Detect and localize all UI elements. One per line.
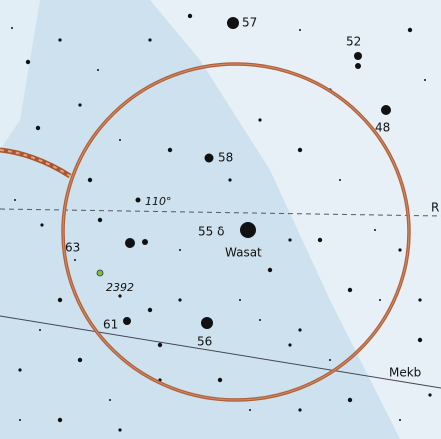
star <box>57 417 63 423</box>
star-label: 56 <box>197 335 212 349</box>
star <box>77 357 83 363</box>
star-label: Wasat <box>225 246 262 260</box>
star <box>227 17 239 29</box>
star <box>179 249 181 251</box>
milky-way-band <box>150 0 441 439</box>
star-label: 2392 <box>106 281 134 294</box>
star <box>123 317 131 325</box>
nebula-marker <box>96 269 104 277</box>
star <box>39 329 41 331</box>
star <box>187 13 193 19</box>
star-label: 61 <box>103 318 118 332</box>
star <box>35 125 41 131</box>
star <box>157 342 163 348</box>
star <box>249 409 251 411</box>
star <box>347 397 353 403</box>
star <box>299 29 301 31</box>
star <box>201 317 213 329</box>
star <box>11 27 13 29</box>
star <box>288 238 292 242</box>
star <box>298 328 302 332</box>
star <box>97 69 99 71</box>
star <box>288 343 292 347</box>
star <box>109 399 111 401</box>
star <box>339 179 341 181</box>
star <box>355 63 361 69</box>
star-label: R <box>431 201 439 215</box>
star <box>399 419 401 421</box>
star-label: Mekb <box>389 366 421 380</box>
star <box>259 319 261 321</box>
star <box>57 297 63 303</box>
star <box>239 299 241 301</box>
star <box>25 59 31 65</box>
star-label: 58 <box>218 151 233 165</box>
star-label: 57 <box>242 16 257 30</box>
ecliptic-line <box>0 208 441 217</box>
star-label: 110° <box>145 195 172 208</box>
star <box>217 377 223 383</box>
star <box>379 299 381 301</box>
star <box>240 222 256 238</box>
star <box>317 237 323 243</box>
star <box>228 178 232 182</box>
star <box>267 267 273 273</box>
star <box>125 238 135 248</box>
stars <box>11 13 432 432</box>
star <box>258 118 262 122</box>
star <box>118 294 122 298</box>
star <box>374 229 376 231</box>
star <box>119 139 121 141</box>
ring-highlight <box>62 63 410 401</box>
star-label: 52 <box>346 35 361 49</box>
star <box>297 147 303 153</box>
star <box>381 105 391 115</box>
star <box>204 153 214 163</box>
star <box>354 52 362 60</box>
star <box>428 393 432 397</box>
star <box>398 248 402 252</box>
star <box>148 38 152 42</box>
star <box>58 38 62 42</box>
star <box>19 419 21 421</box>
star <box>298 408 302 412</box>
star <box>418 298 422 302</box>
star <box>40 223 44 227</box>
star <box>424 79 426 81</box>
constellation-line <box>0 315 441 389</box>
star-label: 63 <box>65 241 80 255</box>
star <box>142 239 148 245</box>
star <box>74 259 76 261</box>
star <box>167 147 173 153</box>
star-label: 55 δ <box>198 225 224 239</box>
star <box>329 359 331 361</box>
star <box>97 217 103 223</box>
light-region <box>0 0 40 150</box>
star <box>407 27 413 33</box>
star <box>347 287 353 293</box>
star <box>147 307 153 313</box>
star <box>417 337 423 343</box>
star <box>18 368 22 372</box>
star <box>178 298 182 302</box>
twisted-wire <box>0 147 72 179</box>
star <box>135 197 141 203</box>
star <box>118 428 122 432</box>
star-label: 48 <box>375 121 390 135</box>
star <box>87 177 93 183</box>
star <box>78 103 82 107</box>
star <box>14 199 16 201</box>
